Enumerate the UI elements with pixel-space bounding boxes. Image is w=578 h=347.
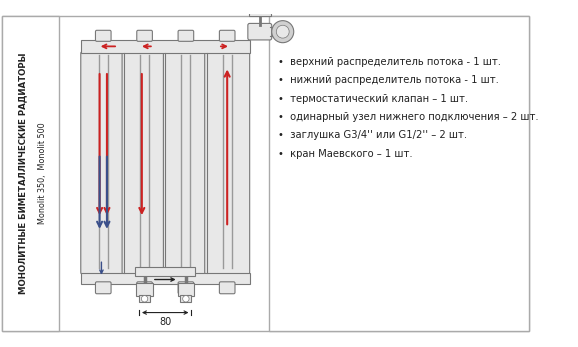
FancyBboxPatch shape [178,30,194,41]
Text: •  заглушка G3/4'' или G1/2'' – 2 шт.: • заглушка G3/4'' или G1/2'' – 2 шт. [278,130,467,141]
Circle shape [142,296,148,302]
FancyBboxPatch shape [220,282,235,294]
Text: •  термостатический клапан – 1 шт.: • термостатический клапан – 1 шт. [278,94,468,104]
Bar [2,16,59,331]
Text: МОНОЛИТНЫЕ БИМЕТАЛЛИЧЕСКИЕ РАДИАТОРЫ: МОНОЛИТНЫЕ БИМЕТАЛЛИЧЕСКИЕ РАДИАТОРЫ [18,52,27,294]
Bar [270,27,283,36]
Bar [254,3,265,9]
FancyBboxPatch shape [137,282,153,294]
Bar [249,9,271,16]
Text: •  кран Маевского – 1 шт.: • кран Маевского – 1 шт. [278,149,413,159]
Text: •  нижний распределитель потока - 1 шт.: • нижний распределитель потока - 1 шт. [278,75,499,85]
FancyBboxPatch shape [178,282,194,294]
FancyBboxPatch shape [95,282,111,294]
Circle shape [183,296,189,302]
Bar [81,40,250,53]
FancyBboxPatch shape [122,51,167,275]
FancyBboxPatch shape [137,30,153,41]
Bar [269,16,529,331]
Text: Monolit 350,  Monolit 500: Monolit 350, Monolit 500 [38,122,47,224]
FancyBboxPatch shape [205,51,250,275]
FancyBboxPatch shape [95,30,111,41]
Bar [81,273,250,284]
Bar [180,295,191,302]
Circle shape [276,25,289,38]
Text: 80: 80 [159,317,171,327]
Text: •  верхний распределитель потока - 1 шт.: • верхний распределитель потока - 1 шт. [278,57,501,67]
FancyBboxPatch shape [248,23,272,40]
FancyBboxPatch shape [81,51,126,275]
Circle shape [272,21,294,43]
Bar [177,283,194,296]
Bar [139,295,150,302]
FancyBboxPatch shape [220,30,235,41]
FancyBboxPatch shape [164,51,209,275]
Bar [136,283,153,296]
Bar [135,267,195,276]
Text: •  одинарный узел нижнего подключения – 2 шт.: • одинарный узел нижнего подключения – 2… [278,112,539,122]
